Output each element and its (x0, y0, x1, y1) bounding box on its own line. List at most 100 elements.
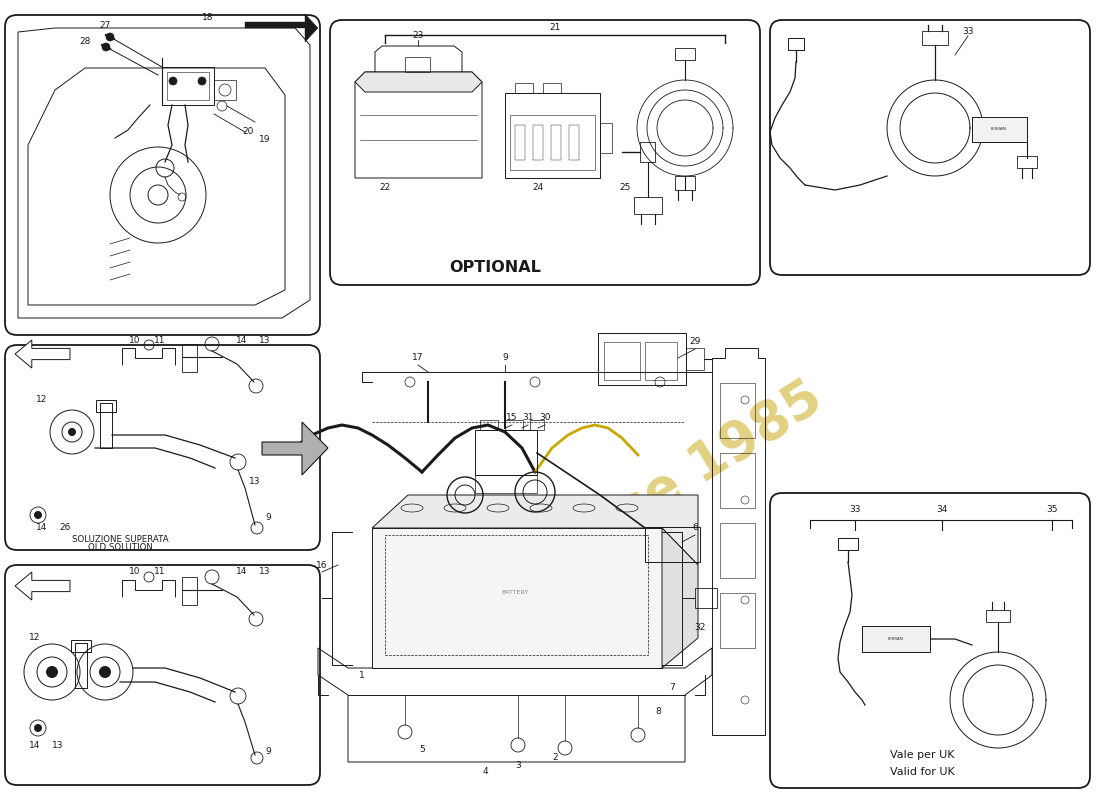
Text: 28: 28 (79, 38, 90, 46)
Bar (720, 593, 755, 648)
Text: 4: 4 (482, 767, 487, 777)
Bar (405, 57, 430, 72)
Text: 7: 7 (669, 683, 675, 693)
Text: OPTIONAL: OPTIONAL (449, 261, 541, 275)
Polygon shape (262, 422, 328, 475)
Text: 9: 9 (502, 354, 508, 362)
Text: 9: 9 (265, 514, 271, 522)
Text: 32: 32 (694, 623, 706, 633)
Bar (720, 523, 755, 578)
Text: 18: 18 (202, 14, 213, 22)
Bar (475, 430, 537, 475)
Text: 16: 16 (317, 561, 328, 570)
Bar (534, 125, 543, 160)
Polygon shape (355, 72, 482, 92)
Text: 13: 13 (260, 335, 271, 345)
Text: 19: 19 (260, 135, 271, 145)
Text: Since 1985: Since 1985 (528, 372, 832, 588)
Text: 3: 3 (515, 761, 521, 770)
Bar (72, 640, 91, 652)
Bar (510, 115, 595, 170)
Bar (838, 538, 858, 550)
Polygon shape (15, 572, 70, 600)
Polygon shape (15, 340, 70, 368)
Bar (922, 31, 948, 45)
Text: 20: 20 (242, 126, 254, 135)
Bar (598, 333, 686, 385)
Text: 33: 33 (849, 506, 861, 514)
Text: 13: 13 (260, 567, 271, 577)
Circle shape (198, 77, 206, 85)
Bar (515, 83, 534, 93)
Bar (505, 93, 600, 178)
Text: 22: 22 (379, 183, 390, 193)
Circle shape (34, 724, 42, 732)
Circle shape (99, 666, 111, 678)
Text: 14: 14 (236, 335, 248, 345)
Text: 21: 21 (549, 22, 561, 31)
Bar (720, 453, 755, 508)
Bar (480, 420, 498, 430)
Text: 17: 17 (412, 354, 424, 362)
Text: 24: 24 (532, 183, 543, 193)
Bar (645, 342, 676, 380)
Text: 9: 9 (265, 747, 271, 757)
Circle shape (102, 43, 110, 51)
Bar (167, 72, 209, 100)
Bar (720, 383, 755, 438)
Text: 11: 11 (154, 335, 166, 345)
Text: 25: 25 (619, 183, 630, 193)
Text: 1: 1 (359, 670, 365, 679)
Circle shape (106, 33, 114, 41)
Polygon shape (372, 495, 698, 565)
Text: 12: 12 (30, 634, 41, 642)
Bar (640, 142, 654, 162)
Polygon shape (372, 528, 662, 668)
Bar (862, 626, 929, 652)
Polygon shape (245, 14, 318, 42)
Bar (182, 344, 197, 372)
Text: 31: 31 (522, 414, 534, 422)
Bar (695, 588, 717, 608)
Text: 2: 2 (552, 754, 558, 762)
Bar (675, 176, 695, 190)
Bar (96, 400, 115, 412)
Bar (972, 117, 1027, 142)
Text: FERRARI: FERRARI (888, 637, 904, 641)
Bar (214, 80, 236, 100)
Text: FERRARI: FERRARI (991, 127, 1008, 131)
Bar (515, 125, 525, 160)
Text: Vale per UK: Vale per UK (890, 750, 955, 760)
Bar (75, 643, 87, 688)
Text: 34: 34 (936, 506, 948, 514)
Text: 8: 8 (656, 707, 661, 717)
Text: 23: 23 (412, 30, 424, 39)
Bar (551, 125, 561, 160)
Bar (645, 527, 700, 562)
Bar (634, 197, 662, 214)
Circle shape (46, 666, 58, 678)
Bar (604, 342, 640, 380)
Circle shape (169, 77, 177, 85)
Bar (182, 577, 197, 605)
Text: 10: 10 (130, 567, 141, 577)
Text: 30: 30 (539, 414, 551, 422)
Text: 14: 14 (36, 523, 47, 533)
Text: 13: 13 (52, 741, 64, 750)
Text: OLD SOLUTION: OLD SOLUTION (88, 543, 153, 553)
Bar (600, 123, 612, 153)
Text: SOLUZIONE SUPERATA: SOLUZIONE SUPERATA (72, 535, 168, 545)
Bar (675, 48, 695, 60)
Bar (162, 67, 214, 105)
Text: BATTERY: BATTERY (502, 590, 529, 594)
Bar (788, 38, 804, 50)
Bar (475, 475, 537, 493)
Circle shape (68, 428, 76, 436)
Text: 13: 13 (250, 478, 261, 486)
Bar (100, 403, 112, 448)
Text: 11: 11 (154, 567, 166, 577)
Text: Valid for UK: Valid for UK (890, 767, 955, 777)
Bar (569, 125, 579, 160)
Text: 14: 14 (236, 567, 248, 577)
Text: 29: 29 (690, 338, 701, 346)
